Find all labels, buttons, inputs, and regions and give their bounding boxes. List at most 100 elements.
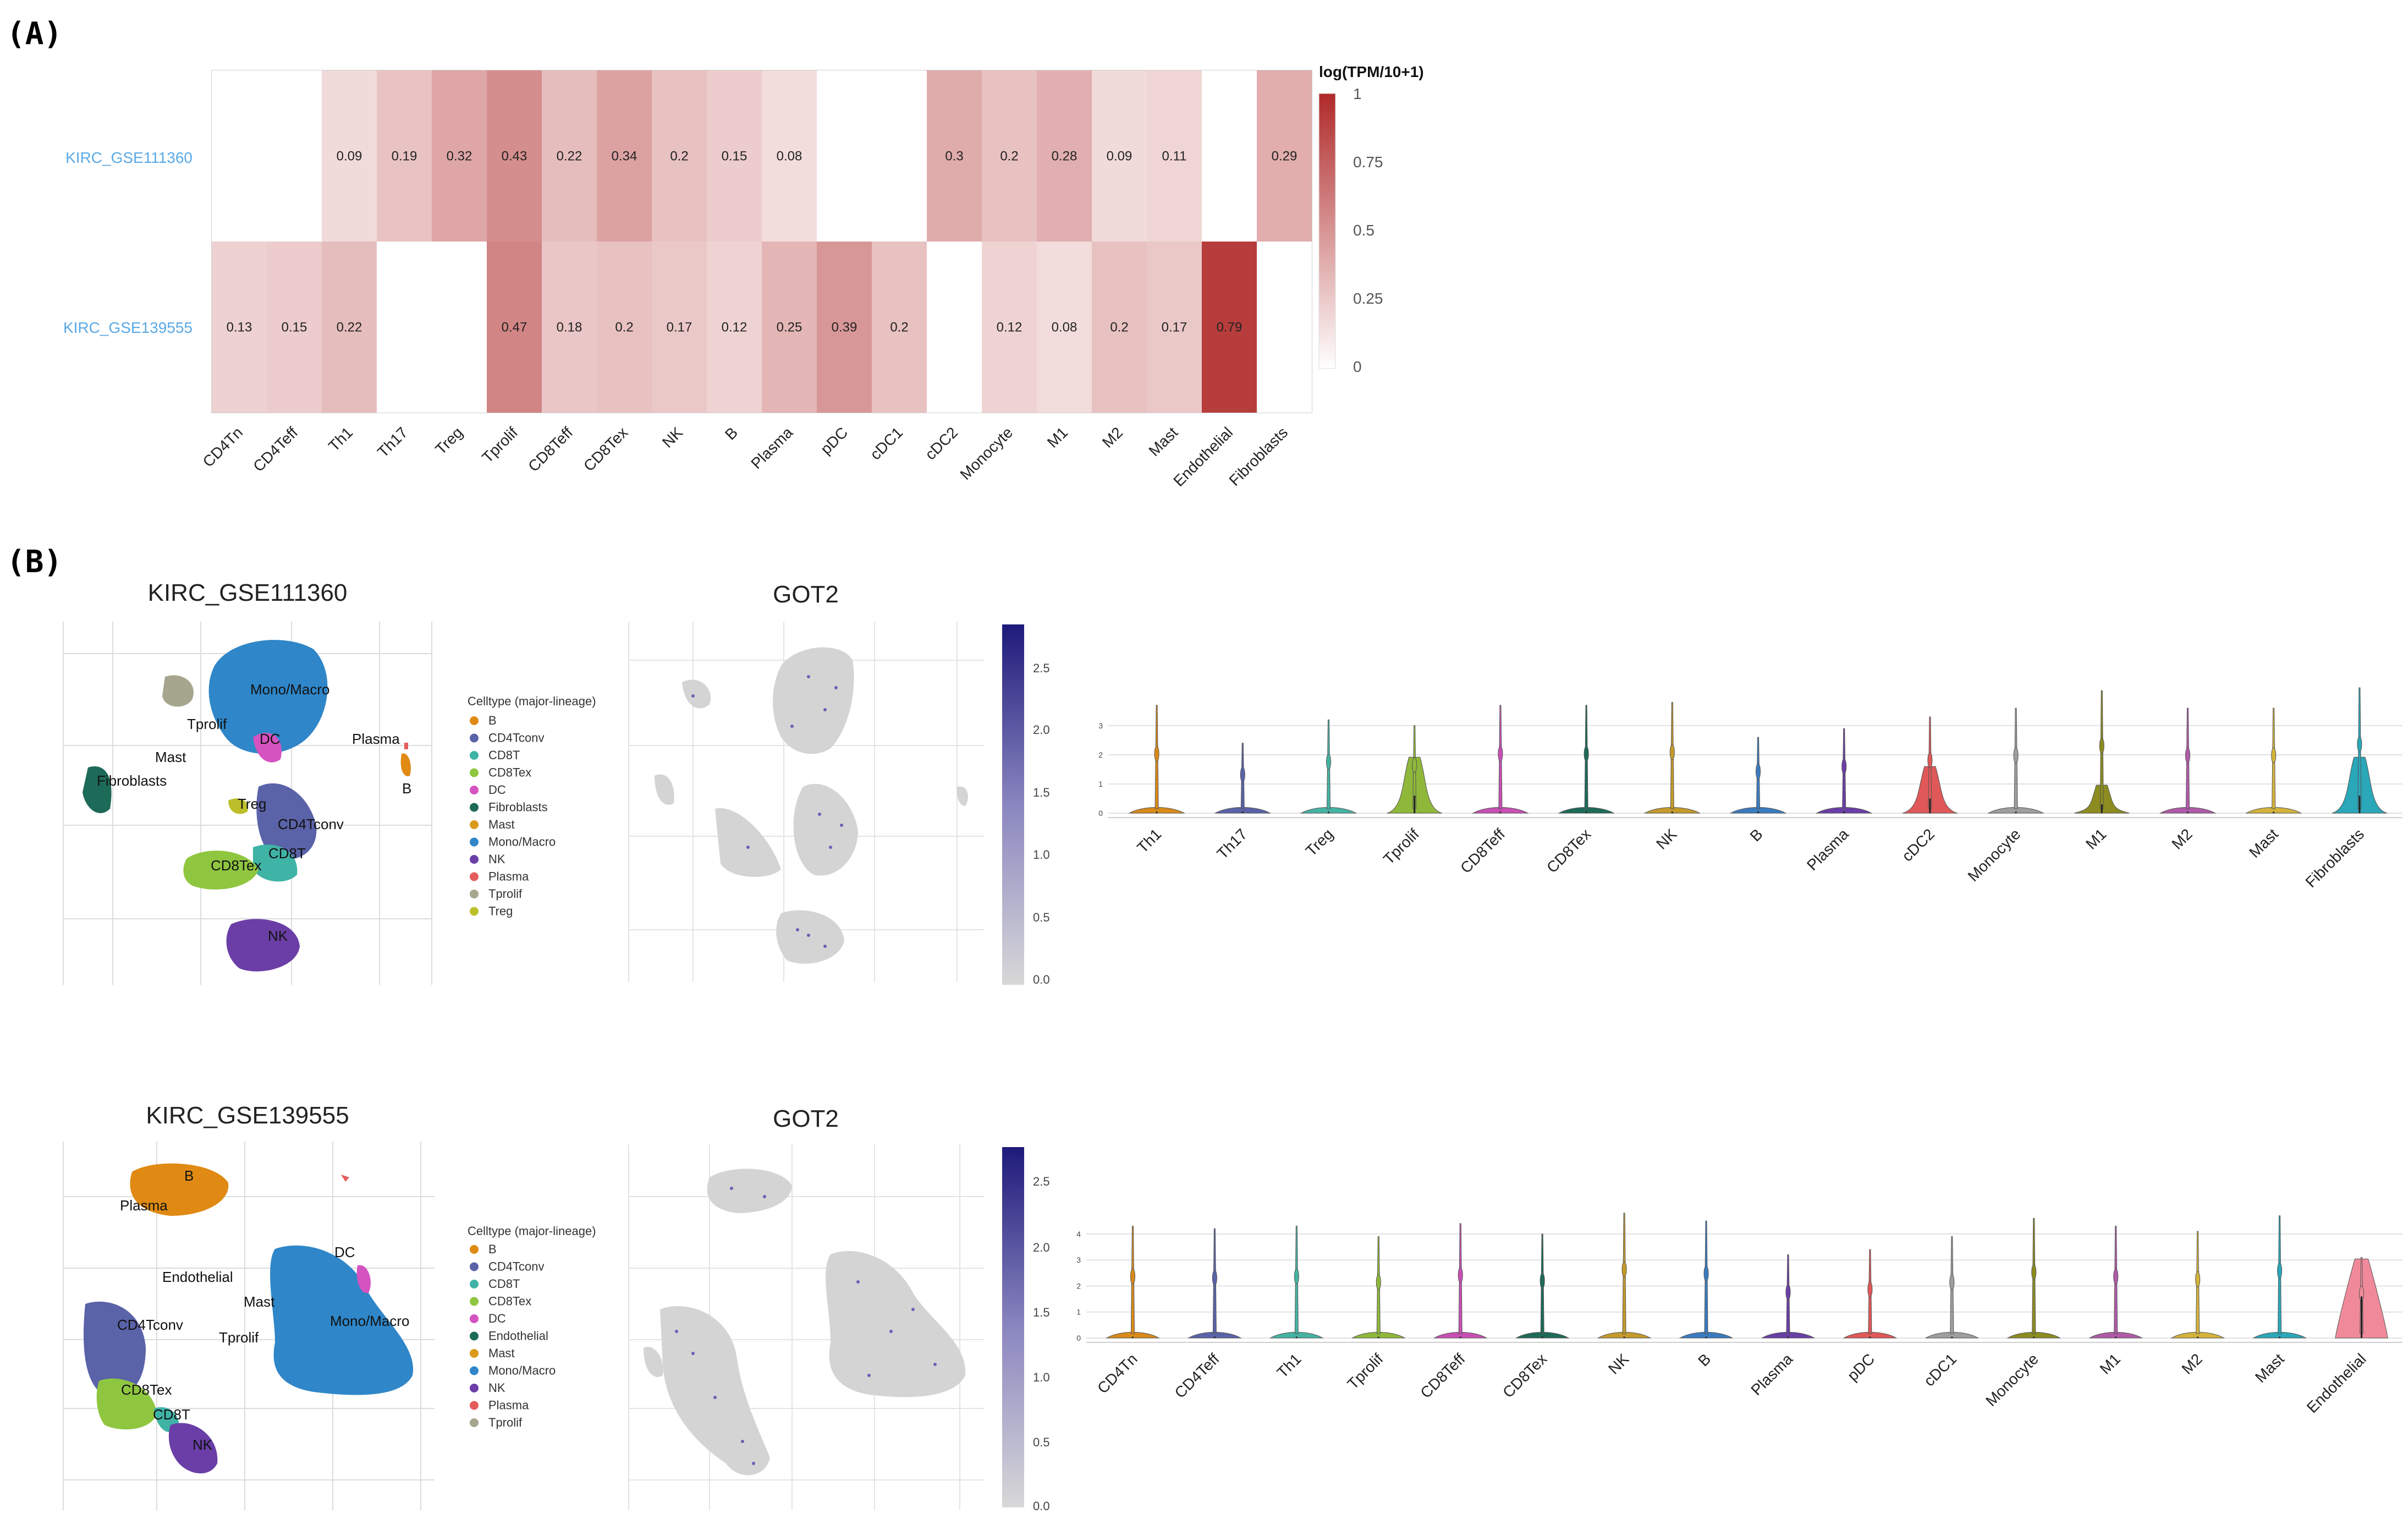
legend-label: CD4Tconv	[488, 1260, 544, 1274]
violin	[1558, 705, 1615, 814]
heatmap-cell-value: 0.79	[1217, 320, 1243, 335]
legend-swatch	[470, 716, 479, 725]
violin-body	[1433, 1332, 1488, 1339]
cluster-label: Mast	[155, 749, 186, 765]
violin	[1987, 708, 2044, 814]
violin-body	[1729, 807, 1787, 814]
legend-label: CD4Tconv	[488, 731, 544, 745]
cluster-label: Treg	[238, 796, 267, 812]
cluster-label: Plasma	[120, 1197, 168, 1214]
legend-swatch	[470, 1280, 479, 1288]
violin-bulb	[1154, 745, 1159, 762]
legend-swatch	[470, 803, 479, 812]
heatmap-cell	[322, 242, 377, 413]
heatmap-x-label: M2	[1099, 424, 1126, 451]
heatmap-cell	[1202, 242, 1257, 413]
heatmap-cell	[1147, 242, 1202, 413]
cluster-mono-macro	[270, 1245, 414, 1395]
heatmap-cell	[872, 70, 927, 242]
heatmap-cell	[487, 242, 542, 413]
cluster-cd8tex	[183, 851, 259, 890]
legend-label: Plasma	[488, 1399, 529, 1412]
cluster-label: CD4Tconv	[117, 1317, 183, 1333]
heatmap-cell	[927, 242, 982, 413]
cluster-label: CD8Tex	[211, 857, 261, 874]
cluster-label: Mono/Macro	[250, 681, 330, 698]
violin-body	[1987, 807, 2044, 814]
legend-swatch	[470, 837, 479, 847]
heatmap-cell-value: 0.2	[1000, 149, 1018, 164]
violins-1	[1128, 687, 2388, 814]
umap-clusters-1	[83, 640, 411, 972]
violin-body	[1472, 807, 1529, 814]
heatmap-cell-value: 0.47	[502, 320, 527, 335]
violin	[2159, 708, 2217, 814]
violin-bulb	[2013, 747, 2019, 764]
violin-x-label: M1	[2082, 825, 2109, 852]
cluster-label: Tprolif	[219, 1329, 259, 1346]
violin-x-label: Plasma	[1804, 825, 1852, 874]
heatmap-cell	[652, 70, 707, 242]
heatmap-cell-value: 0.08	[1052, 320, 1077, 335]
violins-2	[1105, 1213, 2388, 1339]
violin-body	[1351, 1332, 1406, 1339]
heatmap-cell-value: 0.19	[392, 149, 417, 164]
violin-body	[1128, 807, 1185, 814]
cluster-cd8t	[253, 845, 298, 882]
cluster-fibroblasts	[83, 766, 112, 814]
cluster-label: Mono/Macro	[330, 1313, 410, 1329]
heatmap-cell-value: 0.3	[945, 149, 963, 164]
cluster-nk	[168, 1423, 218, 1474]
heatmap-cell	[212, 242, 267, 413]
heatmap-cell-value: 0.09	[337, 149, 362, 164]
heatmap-cell-value: 0.18	[557, 320, 582, 335]
heatmap-x-label: CD4Tn	[200, 424, 246, 470]
violin	[1269, 1226, 1324, 1339]
cluster-label: CD8T	[268, 845, 306, 862]
violin-y-tick: 1	[1076, 1308, 1081, 1317]
legend-swatch	[470, 1366, 479, 1375]
legend-swatch	[470, 890, 479, 898]
cluster-plasma	[341, 1175, 349, 1182]
violin-bulb	[1584, 745, 1589, 762]
heatmap-x-label: CD8Tex	[580, 424, 631, 474]
violin	[1815, 728, 1873, 814]
cluster-b	[400, 753, 411, 776]
violin-x-label: Fibroblasts	[2302, 825, 2367, 891]
violin	[2245, 708, 2302, 814]
heatmap-cell	[982, 242, 1037, 413]
violin-bulb	[1841, 758, 1847, 775]
heatmap-cell-value: 0.15	[282, 320, 307, 335]
cluster-label: B	[184, 1167, 194, 1184]
legend-swatch	[470, 1349, 479, 1358]
legend-swatch	[470, 768, 479, 777]
legend-title-1: Celltype (major-lineage)	[468, 694, 596, 708]
violin-x-label: Treg	[1302, 825, 1337, 859]
violin-bulb	[2099, 738, 2104, 754]
violin-body	[1187, 1332, 1242, 1339]
colorbar-tick: 0.75	[1353, 153, 1383, 171]
violin	[1902, 716, 1958, 814]
heatmap-cell-value: 0.12	[722, 320, 747, 335]
violin-plot-2: 0 1 2 3 4 CD4Tn CD4Teff Th1 Tprolif CD8Teff CD8Te…	[1076, 1213, 2402, 1416]
heatmap-cell	[1092, 242, 1147, 413]
violin-x-label: Mast	[2246, 825, 2281, 861]
heatmap-cell	[872, 242, 927, 413]
heatmap-cell	[1092, 70, 1147, 242]
violin-bulb	[1621, 1261, 1627, 1277]
heatmap-row-label-1: KIRC_GSE111360	[65, 149, 193, 166]
heatmap-cell	[377, 242, 432, 413]
heatmap-values: 0.09 0.19 0.32 0.43 0.22 0.34 0.2 0.15 0.08 0.3 0.…	[227, 149, 1298, 335]
legend-swatch	[470, 1384, 479, 1392]
violin-bulb	[1669, 744, 1675, 760]
gene-colorbar-tick: 0.5	[1033, 1435, 1050, 1449]
heatmap-cell	[487, 70, 542, 242]
panel-label-a: (A)	[7, 16, 62, 52]
violin-x-label: CD8Teff	[1417, 1350, 1468, 1401]
cluster-dc	[253, 733, 282, 763]
violin-x-label: CD8Teff	[1457, 825, 1508, 876]
violin	[2332, 687, 2388, 814]
heatmap-cell	[1147, 70, 1202, 242]
heatmap-cell-value: 0.11	[1162, 149, 1187, 164]
cluster-cd8tex	[96, 1378, 157, 1430]
